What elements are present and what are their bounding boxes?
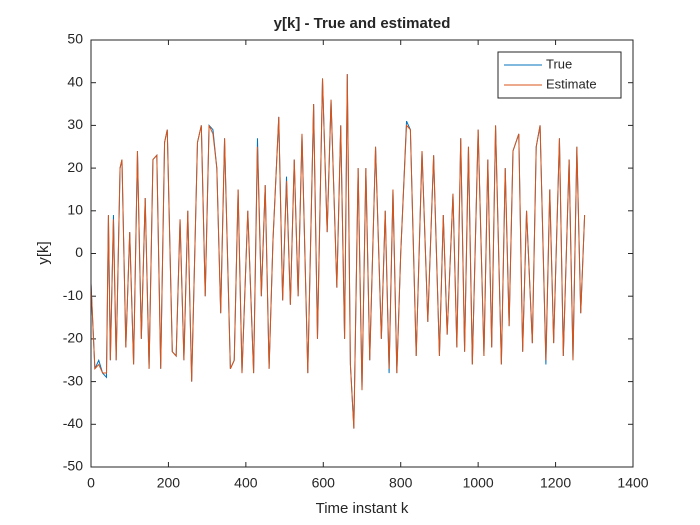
y-tick-label: -50 [63,458,83,474]
x-tick-label: 200 [157,475,181,491]
y-tick-label: -40 [63,415,83,431]
y-tick-label: 50 [67,31,83,47]
y-tick-label: 20 [67,159,83,175]
y-tick-label: 0 [75,244,83,260]
legend: True Estimate [497,51,622,99]
chart-title: y[k] - True and estimated [274,15,451,32]
y-axis-label: y[k] [35,241,52,264]
x-axis-label: Time instant k [316,500,409,517]
legend-box [497,51,622,99]
axes-box [90,39,634,468]
y-tick-label: -20 [63,330,83,346]
x-tick-label: 400 [234,475,258,491]
legend-label: True [546,56,572,71]
y-tick-label: -30 [63,372,83,388]
x-tick-label: 1000 [463,475,494,491]
x-tick-label: 600 [312,475,336,491]
y-tick-label: 40 [67,73,83,89]
x-tick-label: 0 [87,475,95,491]
x-tick-label: 800 [389,475,413,491]
y-tick-label: 10 [67,202,83,218]
legend-label: Estimate [546,76,597,91]
x-tick-label: 1400 [617,475,648,491]
y-tick-label: 30 [67,116,83,132]
data-line [90,74,586,429]
y-tick-label: -10 [63,287,83,303]
x-tick-label: 1200 [540,475,571,491]
